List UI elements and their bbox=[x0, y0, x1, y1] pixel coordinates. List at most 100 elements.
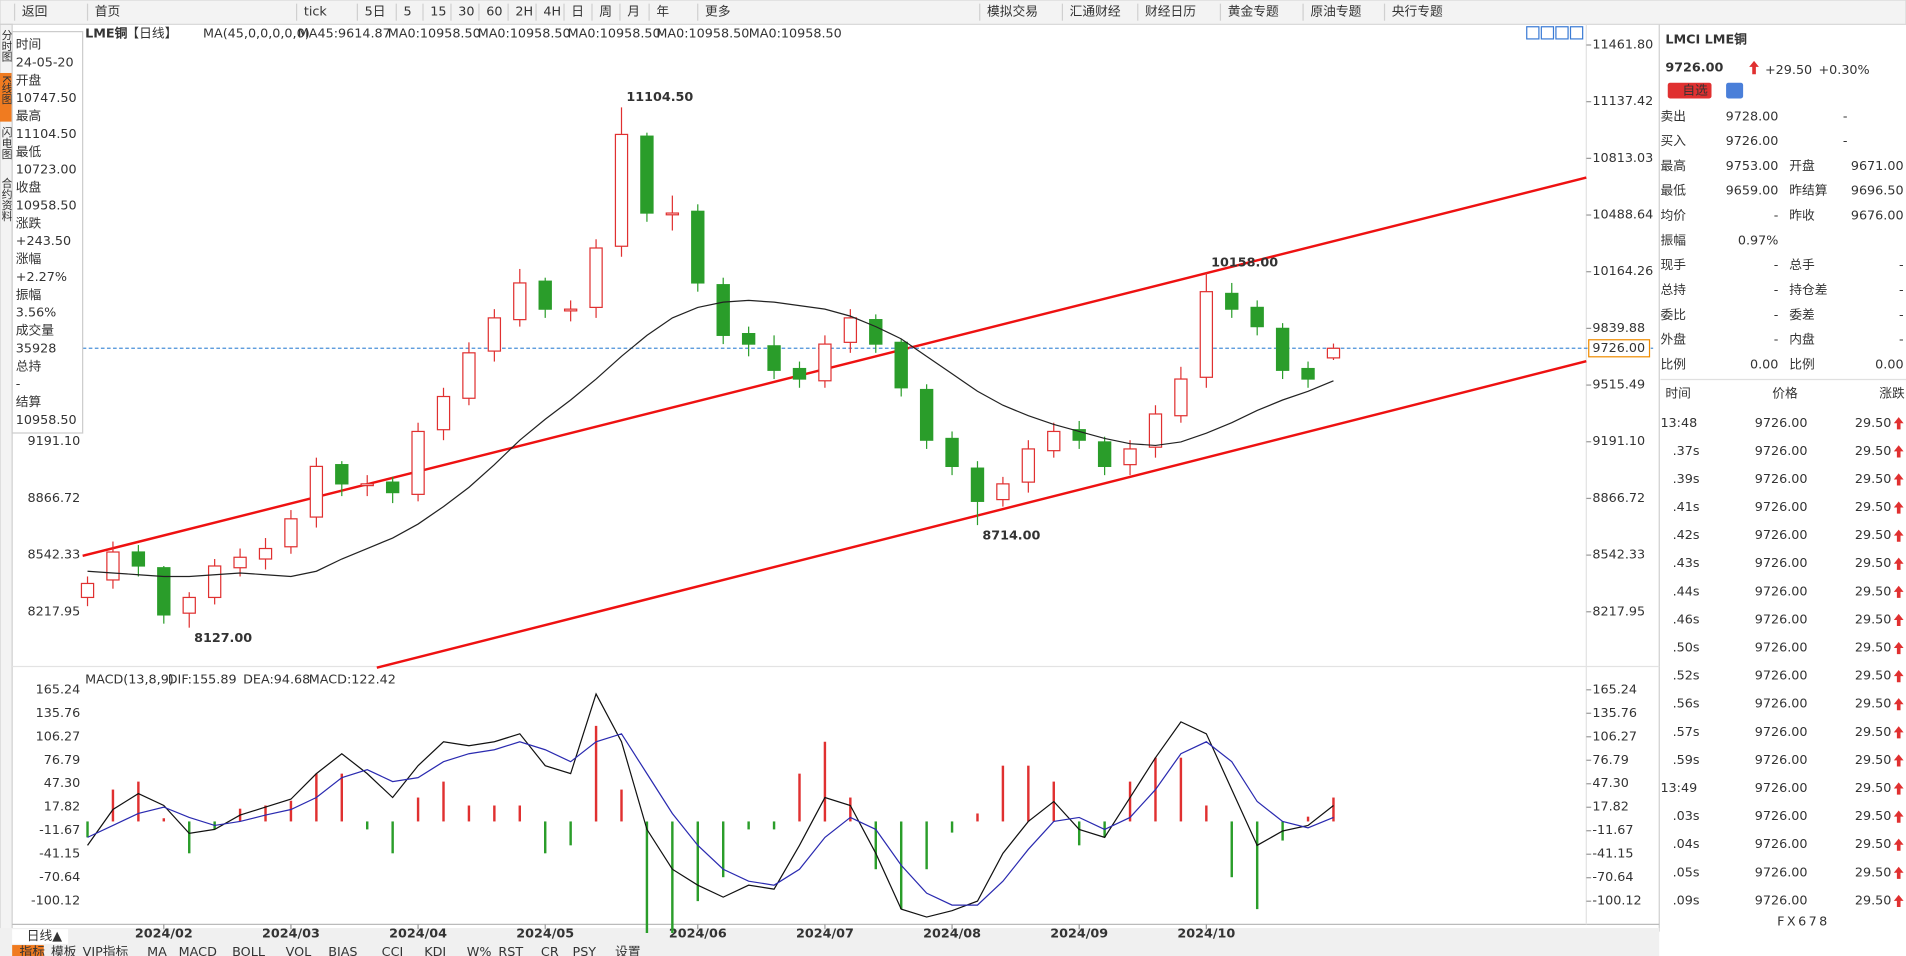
toolbar-button[interactable]: tick bbox=[304, 5, 328, 20]
toolbar-button[interactable]: 5 bbox=[404, 5, 412, 20]
toolbar-button[interactable]: 返回 bbox=[22, 5, 47, 20]
toolbar-button[interactable]: 5日 bbox=[365, 5, 386, 20]
trend-line-upper bbox=[82, 176, 1587, 558]
info-value: 35928 bbox=[16, 341, 57, 356]
symbol: LME铜 bbox=[85, 26, 128, 42]
toolbar-button[interactable]: 首页 bbox=[95, 5, 120, 20]
tick-change: 29.50 bbox=[1855, 584, 1892, 599]
chart-control[interactable] bbox=[1540, 26, 1555, 40]
dea-label: DEA:94.68 bbox=[243, 672, 310, 687]
chart-control[interactable] bbox=[1569, 26, 1584, 40]
info-label: 结算 bbox=[16, 395, 42, 410]
quote-title: LMCI LME铜 bbox=[1665, 32, 1747, 48]
toolbar-button[interactable]: 模拟交易 bbox=[987, 4, 1038, 20]
quote-label: 最低 bbox=[1660, 184, 1686, 199]
toolbar-button[interactable]: 财经日历 bbox=[1145, 5, 1196, 20]
y-tick-label-left: 165.24 bbox=[36, 682, 81, 697]
toolbar-button[interactable]: 周 bbox=[599, 5, 612, 20]
toolbar-button[interactable]: 4H bbox=[543, 5, 561, 20]
x-tick-label: 2024/06 bbox=[669, 927, 727, 942]
indicator-tab[interactable]: VIP指标 bbox=[83, 945, 129, 956]
tick-arrow bbox=[1893, 782, 1904, 795]
candle-body bbox=[996, 483, 1010, 501]
trend-line-lower bbox=[376, 360, 1587, 669]
tick-change: 29.50 bbox=[1855, 893, 1892, 908]
toolbar-button[interactable]: 汇通财经 bbox=[1070, 5, 1121, 20]
chart-control[interactable] bbox=[1555, 26, 1569, 40]
tick-price: 9726.00 bbox=[1755, 641, 1808, 656]
candle-body bbox=[945, 437, 959, 468]
indicator-tab[interactable]: PSY bbox=[573, 945, 597, 956]
toolbar-button[interactable]: 30 bbox=[458, 5, 474, 20]
indicator-tab[interactable]: BOLL bbox=[232, 945, 266, 956]
info-value: +243.50 bbox=[16, 234, 71, 249]
ma-legend: MA0:10958.50 bbox=[568, 27, 661, 42]
quote-value: - bbox=[1774, 283, 1779, 298]
macd-value-label: MACD:122.42 bbox=[309, 672, 396, 687]
tick-time: .39s bbox=[1673, 472, 1700, 487]
tick-arrow bbox=[1893, 557, 1904, 570]
indicator-tab[interactable]: CCI bbox=[382, 945, 404, 956]
indicator-tab[interactable]: W% bbox=[467, 945, 492, 956]
indicator-tab[interactable]: MA bbox=[147, 945, 167, 956]
y-tick-label: 17.82 bbox=[1592, 800, 1629, 815]
y-tick-label-left: -70.64 bbox=[39, 870, 80, 885]
tick-arrow bbox=[1893, 445, 1904, 458]
period-tab[interactable] bbox=[12, 929, 69, 944]
toolbar-button[interactable]: 更多 bbox=[705, 5, 731, 20]
candle-body bbox=[538, 280, 552, 310]
quote-label: 均价 bbox=[1660, 209, 1686, 224]
x-tick-label: 2024/05 bbox=[516, 927, 574, 942]
indicator-tab[interactable]: BIAS bbox=[328, 945, 357, 956]
alert-button[interactable] bbox=[1726, 82, 1744, 99]
tick-arrow bbox=[1893, 585, 1904, 598]
indicator-tab[interactable]: 模板 bbox=[51, 945, 77, 956]
side-tab[interactable]: 合约资料 bbox=[0, 176, 13, 222]
candle-body bbox=[462, 352, 476, 399]
quote-label: 昨结算 bbox=[1789, 184, 1827, 199]
indicator-tab[interactable]: 设置 bbox=[615, 945, 641, 956]
candle-body bbox=[614, 133, 629, 247]
tick-time: .41s bbox=[1673, 500, 1700, 515]
toolbar-button[interactable]: 原油专题 bbox=[1310, 5, 1361, 20]
info-label: 涨幅 bbox=[16, 252, 42, 267]
y-tick-label: -100.12 bbox=[1592, 894, 1641, 909]
side-tab[interactable]: K线图 bbox=[0, 75, 13, 105]
toolbar-button[interactable]: 15 bbox=[430, 5, 446, 20]
indicator-tab[interactable]: 指标 bbox=[19, 945, 45, 956]
toolbar-button[interactable]: 月 bbox=[627, 5, 640, 20]
toolbar-button[interactable]: 60 bbox=[486, 5, 502, 20]
watch-button[interactable] bbox=[1667, 82, 1712, 99]
tick-price: 9726.00 bbox=[1755, 500, 1808, 515]
dif-line bbox=[87, 692, 1334, 918]
candle-body bbox=[919, 388, 934, 441]
indicator-tab[interactable]: RST bbox=[498, 945, 523, 956]
candle-body bbox=[665, 212, 680, 216]
tick-change: 29.50 bbox=[1855, 641, 1892, 656]
quote-label: 比例 bbox=[1660, 357, 1685, 372]
tick-change: 29.50 bbox=[1855, 472, 1892, 487]
side-tab[interactable]: 闪电图 bbox=[0, 125, 13, 160]
period-tab-label[interactable]: 日线▲ bbox=[27, 929, 62, 944]
tick-price: 9726.00 bbox=[1755, 837, 1808, 852]
toolbar-button[interactable]: 年 bbox=[656, 5, 669, 20]
quote-change-pct: +0.30% bbox=[1818, 63, 1869, 78]
tick-arrow bbox=[1893, 754, 1904, 767]
watch-button-label[interactable]: 自选 bbox=[1682, 84, 1708, 99]
indicator-tab[interactable]: KDJ bbox=[424, 945, 446, 956]
side-tab[interactable]: 分时图 bbox=[0, 29, 13, 63]
indicator-tab[interactable]: CR bbox=[541, 945, 559, 956]
toolbar-button[interactable]: 央行专题 bbox=[1392, 5, 1443, 20]
info-value: 10747.50 bbox=[16, 91, 77, 106]
chart-control[interactable] bbox=[1526, 26, 1540, 40]
candle-body bbox=[233, 556, 247, 569]
toolbar-button[interactable]: 日 bbox=[571, 5, 584, 20]
indicator-tab[interactable]: VOL bbox=[286, 945, 313, 956]
toolbar-button[interactable]: 2H bbox=[515, 5, 533, 20]
quote-value: 9753.00 bbox=[1726, 159, 1779, 174]
indicator-tab[interactable]: MACD bbox=[179, 945, 217, 956]
toolbar-button[interactable]: 黄金专题 bbox=[1228, 4, 1279, 20]
y-tick-label-left: 76.79 bbox=[44, 753, 81, 768]
quote-label: 振幅 bbox=[1660, 233, 1686, 248]
quote-label: 开盘 bbox=[1789, 158, 1815, 174]
